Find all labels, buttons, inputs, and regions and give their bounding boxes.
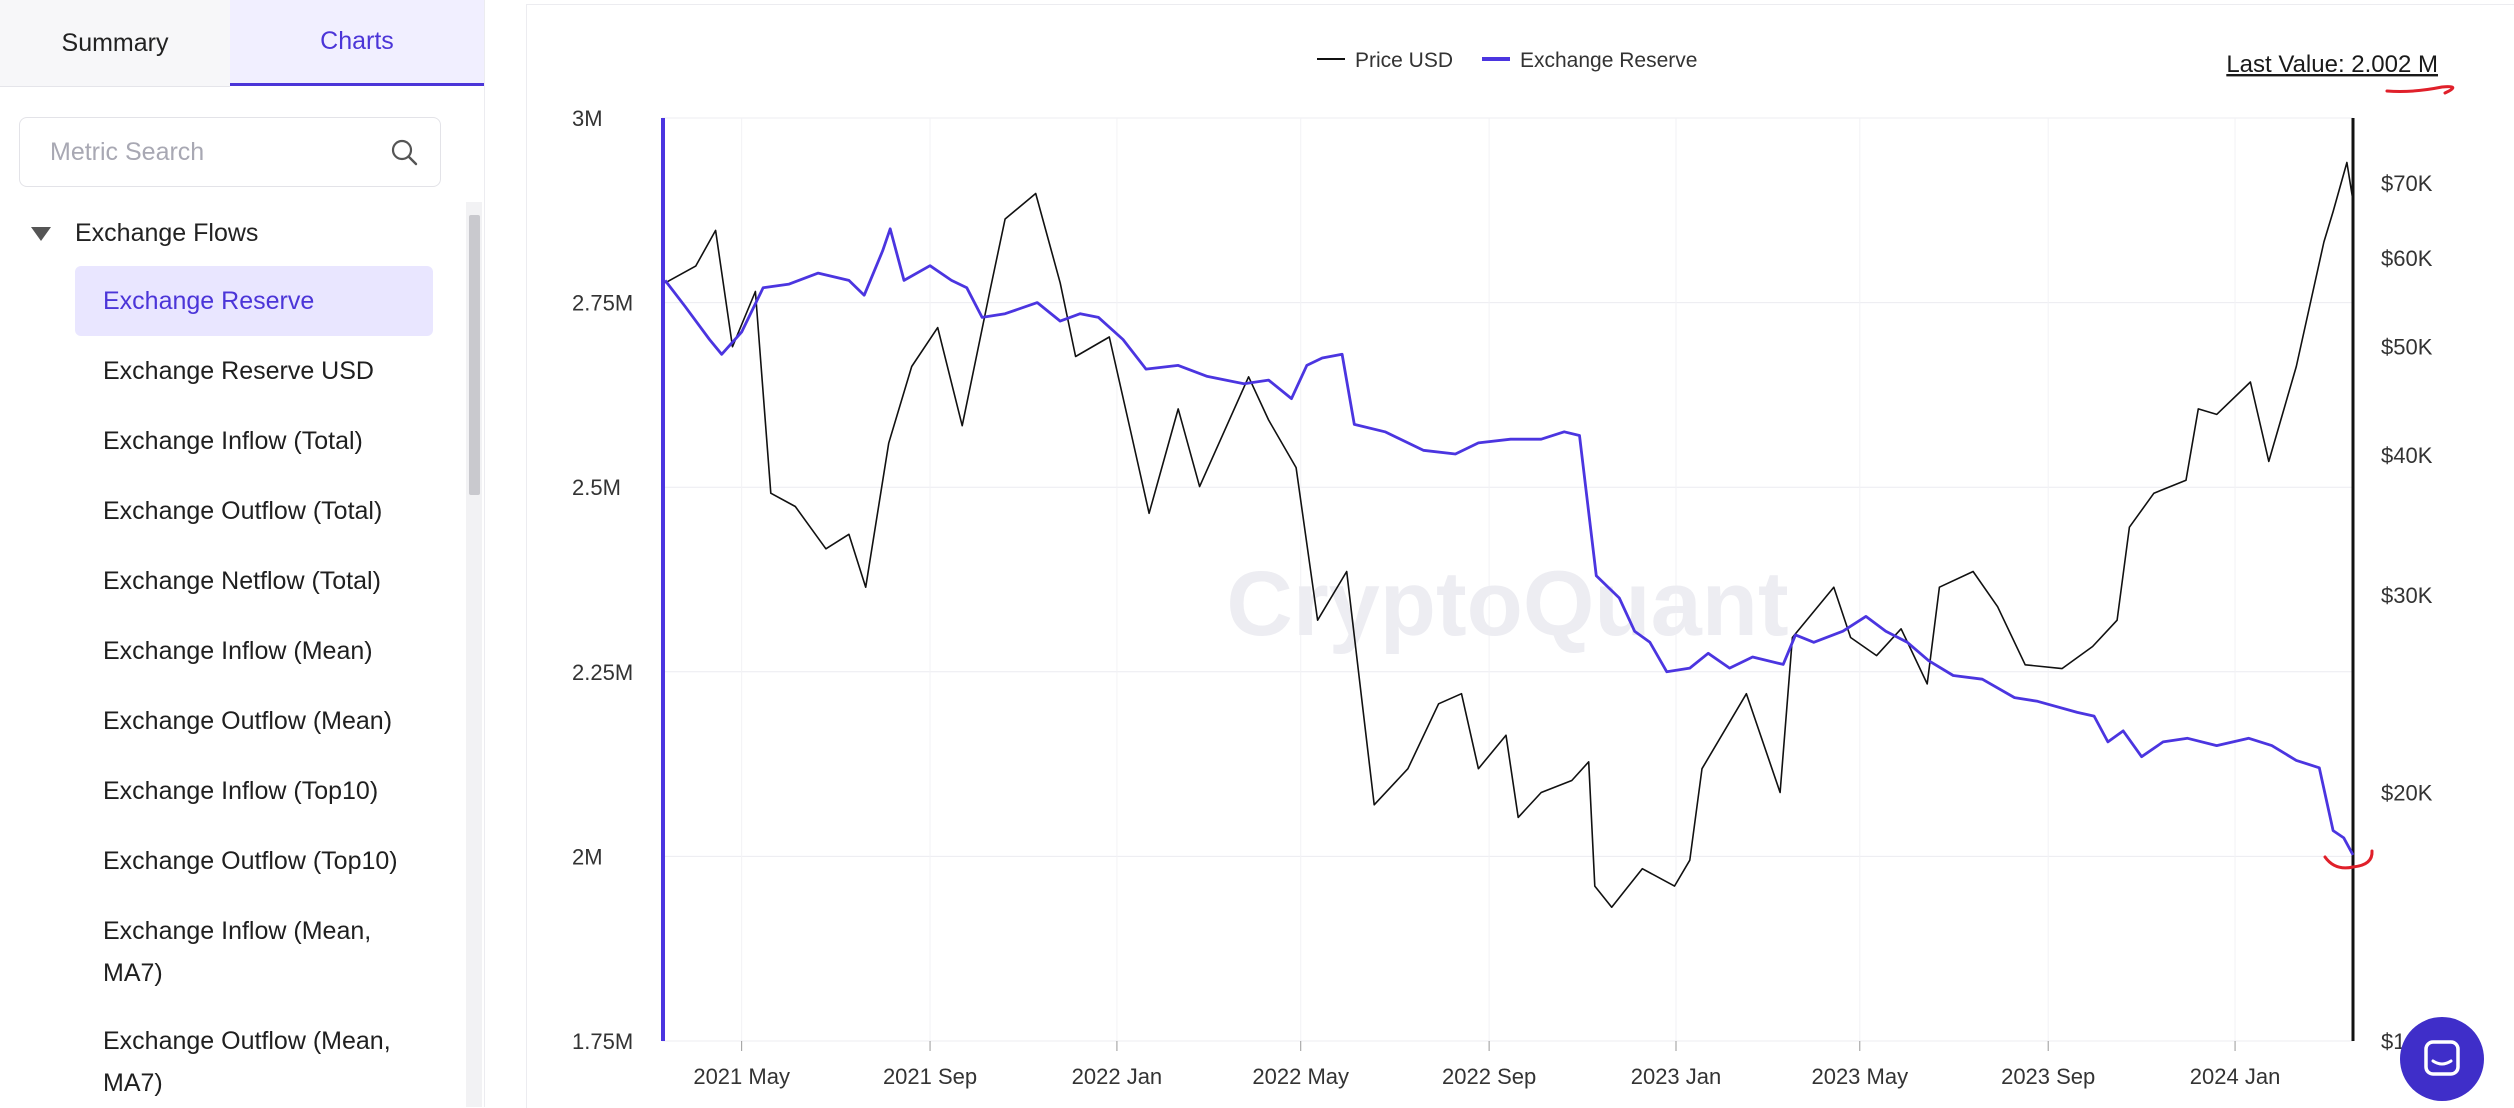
search-icon[interactable]	[390, 138, 418, 166]
group-label: Exchange Flows	[75, 219, 259, 247]
sidebar-item-exchange-reserve-usd[interactable]: Exchange Reserve USD	[103, 357, 374, 385]
x-tick-label: 2022 May	[1252, 1064, 1349, 1089]
y-left-tick-label: 2M	[572, 844, 603, 869]
y-left-tick-label: 2.75M	[572, 291, 633, 316]
price-usd-line	[664, 161, 2354, 908]
chart-panel: 3M 2.75M 2.5M 2.25M 2M 1.75M 2021 May 2021 Sep 2…	[526, 4, 2514, 1108]
sidebar-scrollbar-thumb[interactable]	[469, 215, 480, 495]
x-tick-label: 2021 May	[693, 1064, 790, 1089]
caret-down-icon	[31, 227, 51, 241]
sidebar-item-exchange-inflow-total[interactable]: Exchange Inflow (Total)	[103, 427, 363, 455]
sidebar-item-exchange-inflow-mean-ma7[interactable]: Exchange Inflow (Mean, MA7)	[103, 917, 372, 987]
tab-summary[interactable]: Summary	[0, 0, 230, 87]
metric-search-input[interactable]	[48, 118, 382, 186]
tab-charts[interactable]: Charts	[230, 0, 484, 86]
sidebar-item-exchange-inflow-top10[interactable]: Exchange Inflow (Top10)	[103, 777, 379, 805]
legend-label-reserve: Exchange Reserve	[1520, 49, 1697, 72]
group-exchange-flows[interactable]: Exchange Flows	[28, 213, 448, 253]
x-tick-label: 2021 Sep	[883, 1064, 977, 1089]
y-right-tick-label: $70K	[2381, 171, 2433, 196]
chat-icon	[2424, 1040, 2460, 1076]
sidebar-item-exchange-inflow-mean[interactable]: Exchange Inflow (Mean)	[103, 637, 373, 665]
chart-canvas[interactable]: 3M 2.75M 2.5M 2.25M 2M 1.75M 2021 May 2021 Sep 2…	[527, 5, 2514, 1108]
exchange-reserve-line	[663, 227, 2355, 856]
y-right-tick-label: $50K	[2381, 335, 2433, 360]
y-left-tick-label: 3M	[572, 106, 603, 131]
x-tick-label: 2023 Jan	[1631, 1064, 1722, 1089]
tab-bar: Summary Charts	[0, 0, 484, 88]
annotation-underline	[2385, 85, 2455, 95]
x-tick-label: 2022 Sep	[1442, 1064, 1536, 1089]
y-right-tick-label: $60K	[2381, 246, 2433, 271]
y-left-tick-label: 1.75M	[572, 1029, 633, 1054]
sidebar-item-exchange-outflow-total[interactable]: Exchange Outflow (Total)	[103, 497, 383, 525]
y-right-tick-label: $30K	[2381, 583, 2433, 608]
sidebar-item-exchange-outflow-mean[interactable]: Exchange Outflow (Mean)	[103, 707, 393, 735]
sidebar: Summary Charts Exchange Flows Exchange R…	[0, 0, 485, 1107]
y-left-tick-label: 2.25M	[572, 660, 633, 685]
x-tick-label: 2023 Sep	[2001, 1064, 2095, 1089]
watermark: CryptoQuant	[1226, 553, 1788, 655]
metric-search-box	[19, 117, 441, 187]
help-chat-button[interactable]	[2400, 1017, 2484, 1101]
sidebar-item-exchange-netflow-total[interactable]: Exchange Netflow (Total)	[103, 567, 381, 595]
x-tick-label: 2024 Jan	[2190, 1064, 2281, 1089]
last-value-label: Last Value: 2.002 M	[2226, 51, 2438, 78]
sidebar-item-exchange-outflow-mean-ma7[interactable]: Exchange Outflow (Mean, MA7)	[103, 1027, 391, 1097]
legend-label-price: Price USD	[1355, 49, 1453, 72]
y-left-tick-label: 2.5M	[572, 475, 621, 500]
sidebar-item-exchange-outflow-top10[interactable]: Exchange Outflow (Top10)	[103, 847, 398, 875]
sidebar-item-exchange-reserve[interactable]: Exchange Reserve	[75, 266, 433, 336]
y-right-tick-label: $40K	[2381, 443, 2433, 468]
x-tick-label: 2023 May	[1811, 1064, 1908, 1089]
x-tick-label: 2022 Jan	[1072, 1064, 1163, 1089]
y-right-tick-label: $20K	[2381, 780, 2433, 805]
annotation-circle	[2323, 849, 2374, 870]
